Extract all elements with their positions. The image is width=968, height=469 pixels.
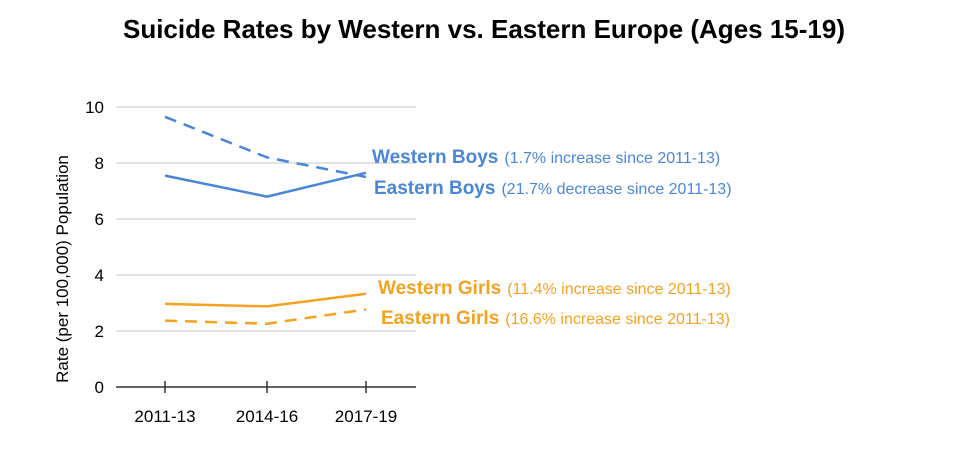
series-line-eastern-girls	[164, 308, 367, 325]
series-line-eastern-boys	[164, 115, 367, 179]
series-name: Eastern Girls	[381, 308, 499, 329]
series-line-western-girls	[164, 292, 367, 308]
x-tick-label: 2017-19	[335, 407, 397, 426]
x-tick-label: 2014-16	[236, 407, 298, 426]
y-tick-label: 2	[95, 322, 104, 341]
chart-title: Suicide Rates by Western vs. Eastern Eur…	[122, 14, 845, 44]
gridlines	[116, 106, 416, 332]
series-label: Western Girls (11.4% increase since 2011-…	[378, 278, 731, 299]
y-axis-title: Rate (per 100,000) Population	[53, 155, 72, 383]
y-tick-label: 10	[85, 98, 104, 117]
series-name: Western Girls	[378, 278, 501, 299]
y-tick-label: 0	[95, 378, 104, 397]
series-line-western-boys	[164, 171, 367, 198]
series-note: (21.7% decrease since 2011-13)	[501, 181, 731, 198]
series-lines	[164, 115, 367, 325]
y-tick-label: 4	[95, 266, 104, 285]
y-tick-label: 6	[95, 210, 104, 229]
series-labels: Western Boys (1.7% increase since 2011-13…	[372, 147, 732, 329]
series-note: (1.7% increase since 2011-13)	[504, 150, 720, 167]
series-label: Western Boys (1.7% increase since 2011-13…	[372, 147, 720, 168]
axes: 0 2 4 6 8 10 2011-13 2014-16 2017-19 Rate (per 10…	[53, 98, 416, 426]
series-name: Eastern Boys	[374, 178, 495, 199]
series-name: Western Boys	[372, 147, 498, 168]
series-label: Eastern Boys (21.7% decrease since 2011-1…	[374, 178, 732, 199]
series-label: Eastern Girls (16.6% increase since 2011-…	[381, 308, 730, 329]
series-note: (16.6% increase since 2011-13)	[505, 311, 730, 328]
x-tick-label: 2011-13	[134, 407, 195, 426]
series-note: (11.4% increase since 2011-13)	[507, 281, 731, 298]
y-tick-label: 8	[95, 154, 104, 173]
